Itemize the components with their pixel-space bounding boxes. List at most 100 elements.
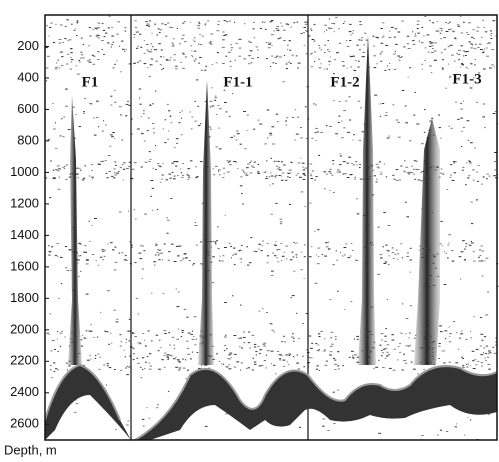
speckle [392,104,395,106]
speckle [447,46,450,48]
speckle [117,171,120,172]
speckle [120,71,122,73]
speckle [302,166,304,168]
speckle [120,369,123,371]
speckle [380,28,383,29]
speckle [474,147,477,149]
speckle [328,60,331,62]
speckle [175,288,177,290]
speckle [107,155,111,156]
speckle [237,337,241,339]
speckle [486,173,489,175]
speckle [209,100,213,102]
speckle [172,44,175,46]
speckle [290,336,294,338]
speckle [108,367,112,369]
speckle [339,251,342,253]
speckle [211,105,215,107]
speckle [290,162,293,163]
speckle [332,391,335,393]
speckle [293,241,296,243]
speckle [251,62,253,64]
speckle [97,59,100,60]
speckle [50,365,52,367]
speckle [493,175,496,177]
speckle [127,100,129,102]
speckle [380,355,383,357]
speckle [352,139,354,141]
speckle [320,63,322,65]
speckle [335,338,337,340]
speckle [491,64,494,66]
speckle [372,35,375,37]
speckle [349,55,351,57]
speckle [322,425,325,427]
speckle [184,359,187,361]
speckle [172,162,175,164]
speckle [279,218,282,220]
speckle [469,161,471,163]
speckle [176,306,180,308]
speckle [388,63,391,64]
speckle [481,275,484,277]
y-tick-label: 1800 [10,290,39,305]
speckle [342,161,346,163]
speckle [310,347,313,349]
speckle [440,137,442,139]
speckle [408,337,410,339]
speckle [133,162,137,164]
speckle [168,110,171,112]
speckle [409,67,412,69]
plume [358,35,376,365]
speckle [196,25,200,27]
speckle [343,110,346,112]
speckle [264,28,267,30]
speckle [453,162,455,164]
speckle [230,245,233,247]
speckle [314,230,316,232]
speckle [162,128,164,130]
speckle [155,169,157,170]
speckle [484,357,486,359]
speckle [160,49,163,51]
speckle [332,160,335,162]
speckle [180,260,183,262]
speckle [240,176,243,178]
speckle [477,26,480,28]
speckle [393,53,396,55]
speckle [171,336,175,338]
y-tick-label: 200 [17,38,39,53]
speckle [157,249,160,251]
speckle [125,259,128,261]
speckle [204,364,208,366]
speckle [345,100,348,102]
speckle [246,130,248,132]
speckle [171,42,174,44]
speckle [187,347,190,349]
speckle [309,202,312,204]
speckle [358,139,362,141]
speckle [55,368,58,370]
speckle [239,249,242,251]
speckle [354,178,356,180]
speckle [270,350,274,352]
speckle [363,44,366,46]
speckle [266,312,268,313]
speckle [151,123,155,124]
speckle [244,148,247,150]
speckle [215,114,218,115]
speckle [443,251,445,252]
speckle [186,369,190,371]
speckle [388,135,391,137]
speckle [104,249,106,251]
speckle [266,255,270,257]
speckle [247,163,250,165]
speckle [229,65,232,67]
speckle [252,357,254,359]
speckle [315,368,319,370]
speckle [487,363,491,365]
speckle [207,20,210,22]
speckle [336,169,340,171]
speckle [469,365,471,367]
speckle [251,165,254,167]
